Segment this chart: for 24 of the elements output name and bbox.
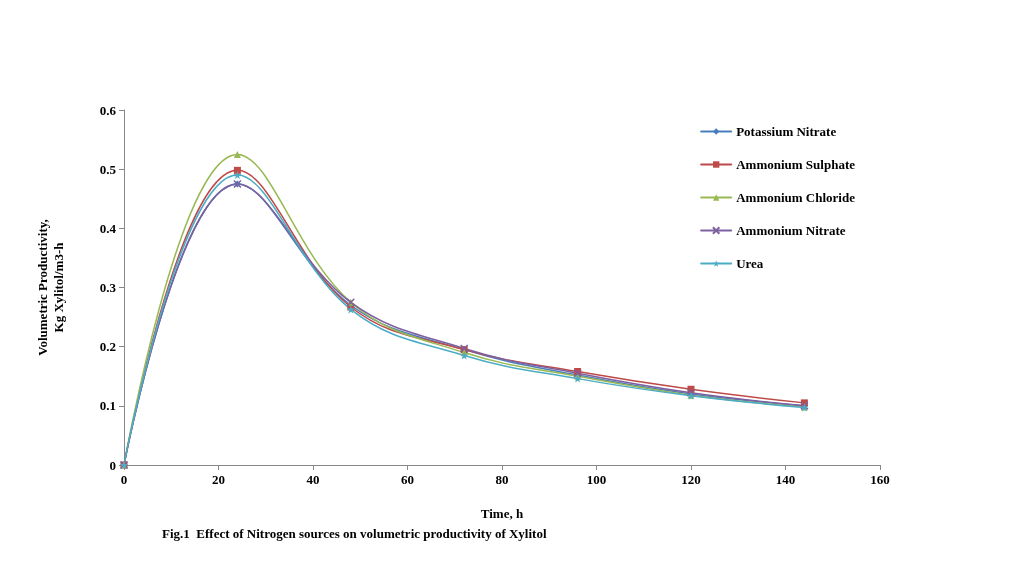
x-axis-title: Time, h bbox=[480, 505, 524, 521]
y-tick-label: 0.5 bbox=[99, 161, 117, 177]
x-tick-label: 140 bbox=[775, 472, 796, 487]
y-tick-label: 0.6 bbox=[99, 102, 117, 118]
x-tick-label: 60 bbox=[401, 472, 414, 487]
legend-label: Ammonium Sulphate bbox=[736, 157, 856, 172]
y-tick-label: 0.4 bbox=[99, 220, 117, 236]
legend-label: Potassium Nitrate bbox=[736, 124, 837, 139]
y-tick-label: 0.2 bbox=[99, 339, 116, 355]
y-tick-label: 0.1 bbox=[99, 398, 116, 414]
legend-label: Urea bbox=[736, 256, 764, 271]
x-tick-label: 80 bbox=[495, 472, 509, 487]
y-tick-label: 0.3 bbox=[99, 280, 117, 295]
x-tick-label: 100 bbox=[586, 472, 607, 487]
legend-label: Ammonium Chloride bbox=[736, 190, 856, 205]
legend-label: Ammonium Nitrate bbox=[736, 223, 846, 238]
y-axis-title: Volumetric Productivity, Kg Xylitol/m3-h bbox=[34, 219, 66, 356]
x-tick-label: 160 bbox=[870, 472, 890, 487]
x-tick-label: 0 bbox=[120, 472, 128, 487]
x-tick-label: 20 bbox=[212, 472, 225, 487]
y-tick-label: 0 bbox=[109, 457, 116, 473]
x-tick-label: 120 bbox=[681, 472, 701, 487]
caption: Fig.1 Effect of Nitrogen sources on volumetric productivity of Xylitol bbox=[162, 526, 547, 541]
x-tick-label: 40 bbox=[306, 472, 320, 487]
